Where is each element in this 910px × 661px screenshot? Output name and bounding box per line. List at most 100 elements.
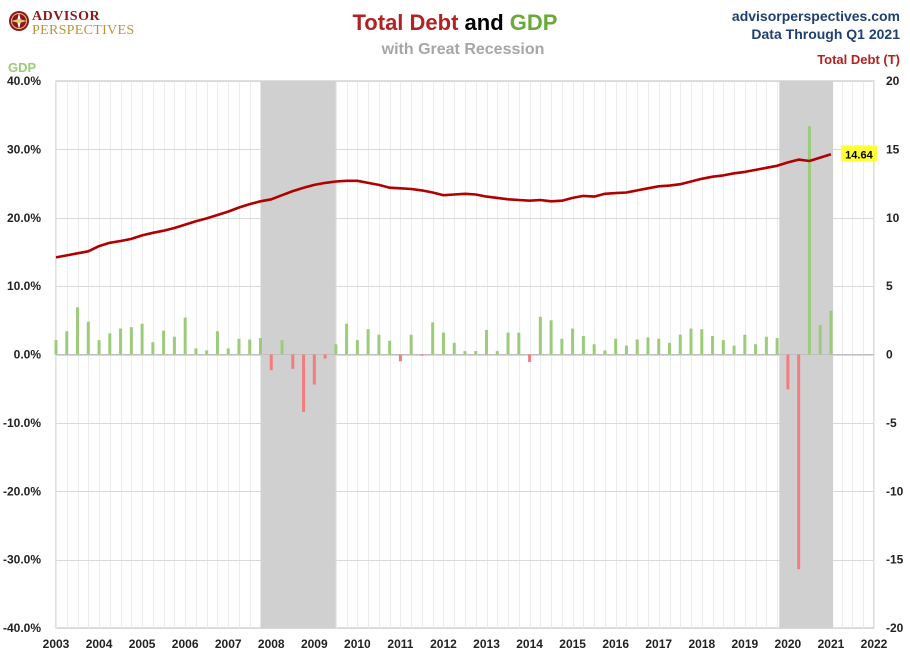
gdp-bar: [571, 328, 575, 355]
gdp-bar: [151, 342, 155, 355]
gdp-bar: [474, 351, 478, 355]
gdp-bar: [657, 338, 661, 355]
logo-line1: ADVISOR: [32, 9, 101, 24]
x-tick-label: 2004: [86, 637, 113, 651]
gdp-bar: [323, 354, 327, 359]
left-tick-label: -40.0%: [3, 621, 41, 635]
gdp-bar: [345, 323, 349, 355]
gdp-bar: [807, 126, 811, 355]
gdp-bar: [119, 328, 123, 355]
right-tick-label: 15: [886, 142, 900, 156]
right-tick-label: -5: [886, 416, 897, 430]
gdp-bar: [624, 345, 628, 355]
gdp-bar: [162, 330, 166, 355]
gdp-bar: [291, 354, 295, 369]
x-tick-label: 2022: [861, 637, 888, 651]
gdp-bar: [528, 354, 532, 363]
site-info: advisorperspectives.com Data Through Q1 …: [732, 7, 900, 43]
right-tick-label: 5: [886, 279, 893, 293]
gdp-bar: [549, 320, 553, 355]
gdp-bar: [108, 333, 112, 355]
gdp-bar: [495, 351, 499, 355]
gdp-bar: [129, 327, 133, 355]
gdp-bar: [452, 342, 456, 355]
gdp-bar: [280, 340, 284, 355]
left-tick-label: -30.0%: [3, 553, 41, 567]
x-tick-label: 2009: [301, 637, 328, 651]
gdp-bar: [409, 334, 413, 355]
chart-title: Total Debt and GDP: [0, 10, 910, 36]
gdp-bar: [700, 329, 704, 355]
left-tick-label: 40.0%: [7, 74, 41, 88]
left-tick-label: 0.0%: [14, 348, 42, 362]
gdp-bar: [398, 354, 402, 362]
debt-line: [55, 153, 832, 259]
gdp-bar: [829, 310, 833, 355]
gdp-bar: [797, 354, 801, 570]
site-url: advisorperspectives.com: [731, 8, 900, 24]
x-tick-label: 2006: [172, 637, 199, 651]
left-tick-label: 10.0%: [7, 279, 41, 293]
logo-line2: PERSPECTIVES: [32, 23, 135, 38]
gdp-bar: [54, 340, 58, 355]
gdp-bar: [506, 332, 510, 355]
left-tick-label: 20.0%: [7, 211, 41, 225]
gdp-bar: [721, 340, 725, 355]
left-tick-label: -20.0%: [3, 484, 41, 498]
gdp-bar: [463, 351, 467, 355]
x-tick-label: 2012: [430, 637, 457, 651]
gdp-bar: [86, 321, 90, 355]
title-total-debt: Total Debt: [352, 10, 459, 35]
x-tick-label: 2019: [731, 637, 758, 651]
gdp-bar: [248, 339, 252, 355]
gdp-bar: [269, 354, 273, 371]
advisor-perspectives-logo: ADVISOR PERSPECTIVES: [6, 6, 141, 40]
x-tick-label: 2021: [818, 637, 845, 651]
gdp-bar: [614, 338, 618, 355]
title-gdp: GDP: [509, 10, 558, 35]
gdp-bar: [635, 339, 639, 355]
right-axis-title: Total Debt (T): [817, 52, 900, 67]
data-through: Data Through Q1 2021: [751, 26, 900, 42]
x-tick-label: 2016: [602, 637, 629, 651]
gdp-bar: [743, 334, 747, 355]
debt-callout-box: [840, 145, 877, 162]
right-tick-label: 0: [886, 348, 893, 362]
gdp-bar: [603, 350, 607, 355]
gdp-bar: [431, 322, 435, 355]
x-tick-label: 2010: [344, 637, 371, 651]
gdp-bar: [205, 350, 209, 355]
right-tick-label: -20: [886, 621, 904, 635]
gdp-bar: [259, 338, 262, 355]
gdp-bar: [775, 338, 779, 355]
gdp-bar: [65, 331, 69, 355]
gdp-bar: [818, 325, 822, 355]
gdp-bar: [215, 331, 219, 355]
x-tick-label: 2013: [473, 637, 500, 651]
x-tick-label: 2005: [129, 637, 156, 651]
chart-subtitle: with Great Recession: [381, 41, 545, 58]
title-and: and: [464, 10, 504, 35]
gdp-bar: [764, 336, 768, 355]
gdp-bar: [312, 354, 316, 385]
gdp-bar: [377, 334, 381, 355]
left-tick-label: -10.0%: [3, 416, 41, 430]
gdp-bar: [592, 344, 596, 355]
x-tick-label: 2015: [559, 637, 586, 651]
gdp-bar: [754, 344, 758, 355]
gdp-bar: [172, 336, 176, 355]
gdp-bar: [140, 323, 144, 355]
gdp-bar: [388, 340, 392, 355]
right-tick-label: -10: [886, 484, 904, 498]
gdp-bar: [194, 348, 198, 355]
gdp-bar: [538, 316, 542, 355]
gdp-bar: [485, 329, 489, 355]
gdp-bar: [366, 329, 370, 355]
gdp-bar: [420, 354, 424, 356]
x-tick-label: 2018: [688, 637, 715, 651]
right-tick-label: 10: [886, 211, 900, 225]
gdp-bar: [689, 328, 693, 355]
gdp-bar: [732, 345, 736, 355]
right-tick-label: -15: [886, 553, 904, 567]
